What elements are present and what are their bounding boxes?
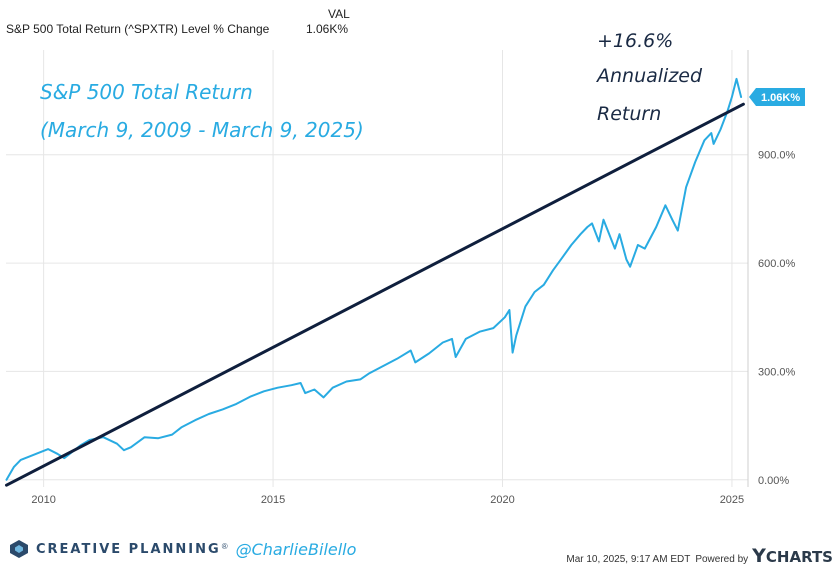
ycharts-logo-y: Y — [752, 545, 766, 567]
x-tick-label-2015: 2015 — [261, 494, 285, 506]
brand-registered-mark: ® — [221, 542, 228, 551]
annotation-rate: +16.6% — [597, 30, 673, 52]
timestamp: Mar 10, 2025, 9:17 AM EDT — [566, 554, 691, 565]
series-line-spxtr — [5, 77, 743, 481]
powered-by-label: Powered by — [695, 554, 749, 565]
annualized-return-trend-line — [5, 102, 745, 487]
y-tick-label-300: 300.0% — [758, 366, 796, 378]
y-axis: 0.00% 300.0% 600.0% 900.0% — [758, 150, 796, 487]
x-tick-label-2010: 2010 — [31, 494, 55, 506]
author-handle: @CharlieBilello — [235, 539, 357, 559]
current-value-tag-shape — [749, 87, 805, 106]
footer-source: Mar 10, 2025, 9:17 AM EDT Powered by YCH… — [566, 547, 833, 566]
value-column-header: VAL — [328, 7, 350, 21]
chart-title: S&P 500 Total Return — [40, 80, 253, 104]
y-tick-label-0: 0.00% — [758, 475, 789, 487]
chart-annotations: S&P 500 Total Return (March 9, 2009 - Ma… — [40, 30, 805, 142]
grid-lines — [6, 50, 749, 487]
footer-brand: CREATIVE PLANNING ® @CharlieBilello — [8, 537, 356, 561]
ycharts-logo: YCHARTS — [752, 547, 833, 566]
annotation-return: Return — [597, 103, 661, 125]
chart-subtitle: (March 9, 2009 - March 9, 2025) — [40, 118, 364, 142]
y-tick-label-600: 600.0% — [758, 258, 796, 270]
ycharts-logo-rest: CHARTS — [765, 548, 833, 566]
series-label: S&P 500 Total Return (^SPXTR) Level % Ch… — [6, 22, 270, 36]
chart-header: S&P 500 Total Return (^SPXTR) Level % Ch… — [0, 0, 839, 46]
x-axis: 2010 2015 2020 2025 — [31, 494, 744, 506]
x-tick-label-2020: 2020 — [490, 494, 514, 506]
series-current-value: 1.06K% — [306, 22, 349, 36]
chart-series — [5, 77, 745, 487]
creative-planning-logo-icon — [10, 540, 28, 558]
x-tick-label-2025: 2025 — [720, 494, 744, 506]
current-value-tag: 1.06K% — [749, 87, 805, 106]
current-value-tag-label: 1.06K% — [761, 92, 800, 104]
brand-name: CREATIVE PLANNING — [36, 541, 221, 557]
annotation-annualized: Annualized — [595, 65, 703, 87]
y-tick-label-900: 900.0% — [758, 150, 796, 162]
